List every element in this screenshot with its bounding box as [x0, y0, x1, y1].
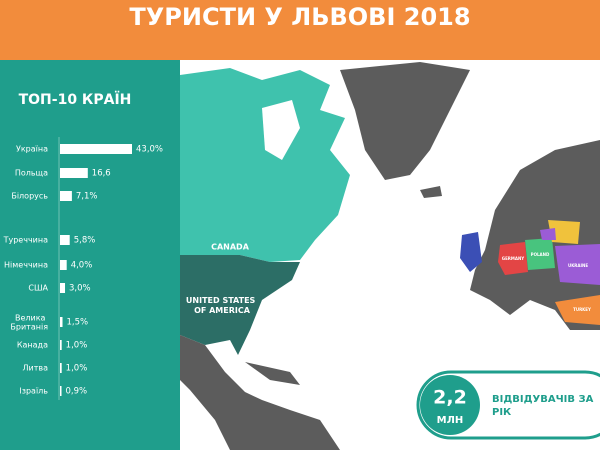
map-label: UKRAINE [568, 263, 588, 268]
chart-title: ТОП-10 КРАЇН [19, 91, 132, 108]
iceland-shape [420, 186, 442, 198]
uk-shape [460, 232, 482, 272]
value-label: 43,0% [136, 145, 163, 155]
map-label: POLAND [531, 252, 550, 257]
bar [60, 386, 62, 396]
category-label: Польща [15, 169, 48, 178]
bar [60, 363, 62, 373]
hudson-bay [262, 100, 300, 160]
value-label: 3,0% [69, 284, 91, 294]
left-panel [0, 60, 180, 450]
map-label: CANADA [211, 243, 250, 252]
category-label: Україна [16, 145, 48, 154]
page-title: ТУРИСТИ У ЛЬВОВІ 2018 [129, 3, 470, 31]
value-label: 0,9% [66, 387, 88, 397]
stat-caption: ВІДВІДУВАЧІВ ЗА РІК [492, 394, 597, 418]
map-label: GERMANY [502, 256, 525, 261]
stat-circle [420, 375, 480, 435]
lithuania-shape [540, 228, 556, 240]
value-label: 1,5% [67, 318, 89, 328]
category-label: Велика Британія [10, 313, 48, 331]
value-label: 1,0% [66, 341, 88, 351]
bar [60, 144, 132, 154]
bar [60, 235, 70, 245]
canada-shape [180, 68, 350, 262]
value-label: 4,0% [71, 261, 93, 271]
bar [60, 340, 62, 350]
category-label: Литва [23, 364, 49, 373]
map-label: TURKEY [573, 307, 591, 312]
value-label: 16,6 [92, 169, 111, 179]
category-label: Туреччина [3, 236, 49, 245]
category-label: Канада [17, 341, 48, 350]
category-label: Білорусь [11, 192, 48, 201]
category-label: США [28, 284, 48, 293]
germany-shape [498, 242, 528, 275]
bar [60, 191, 72, 201]
usa-shape [180, 255, 300, 355]
belarus-shape [548, 220, 580, 244]
ukraine-shape [555, 244, 600, 285]
value-label: 5,8% [74, 236, 96, 246]
category-label: Ізраїль [19, 387, 48, 396]
map [180, 62, 600, 450]
value-label: 7,1% [76, 192, 98, 202]
bar [60, 317, 63, 327]
americas-shape [180, 335, 340, 450]
stat-value: 2,2 [433, 387, 467, 409]
bar [60, 260, 67, 270]
caribbean-shape [245, 362, 300, 385]
stat-unit: МЛН [437, 415, 464, 426]
poland-shape [525, 238, 555, 270]
greenland-shape [340, 62, 470, 180]
bar [60, 168, 88, 178]
map-label: UNITED STATES OF AMERICA [186, 296, 258, 315]
bar [60, 283, 66, 293]
turkey-shape [555, 295, 600, 325]
category-label: Німеччина [4, 261, 48, 270]
header-band [0, 0, 600, 60]
value-label: 1,0% [66, 364, 88, 374]
